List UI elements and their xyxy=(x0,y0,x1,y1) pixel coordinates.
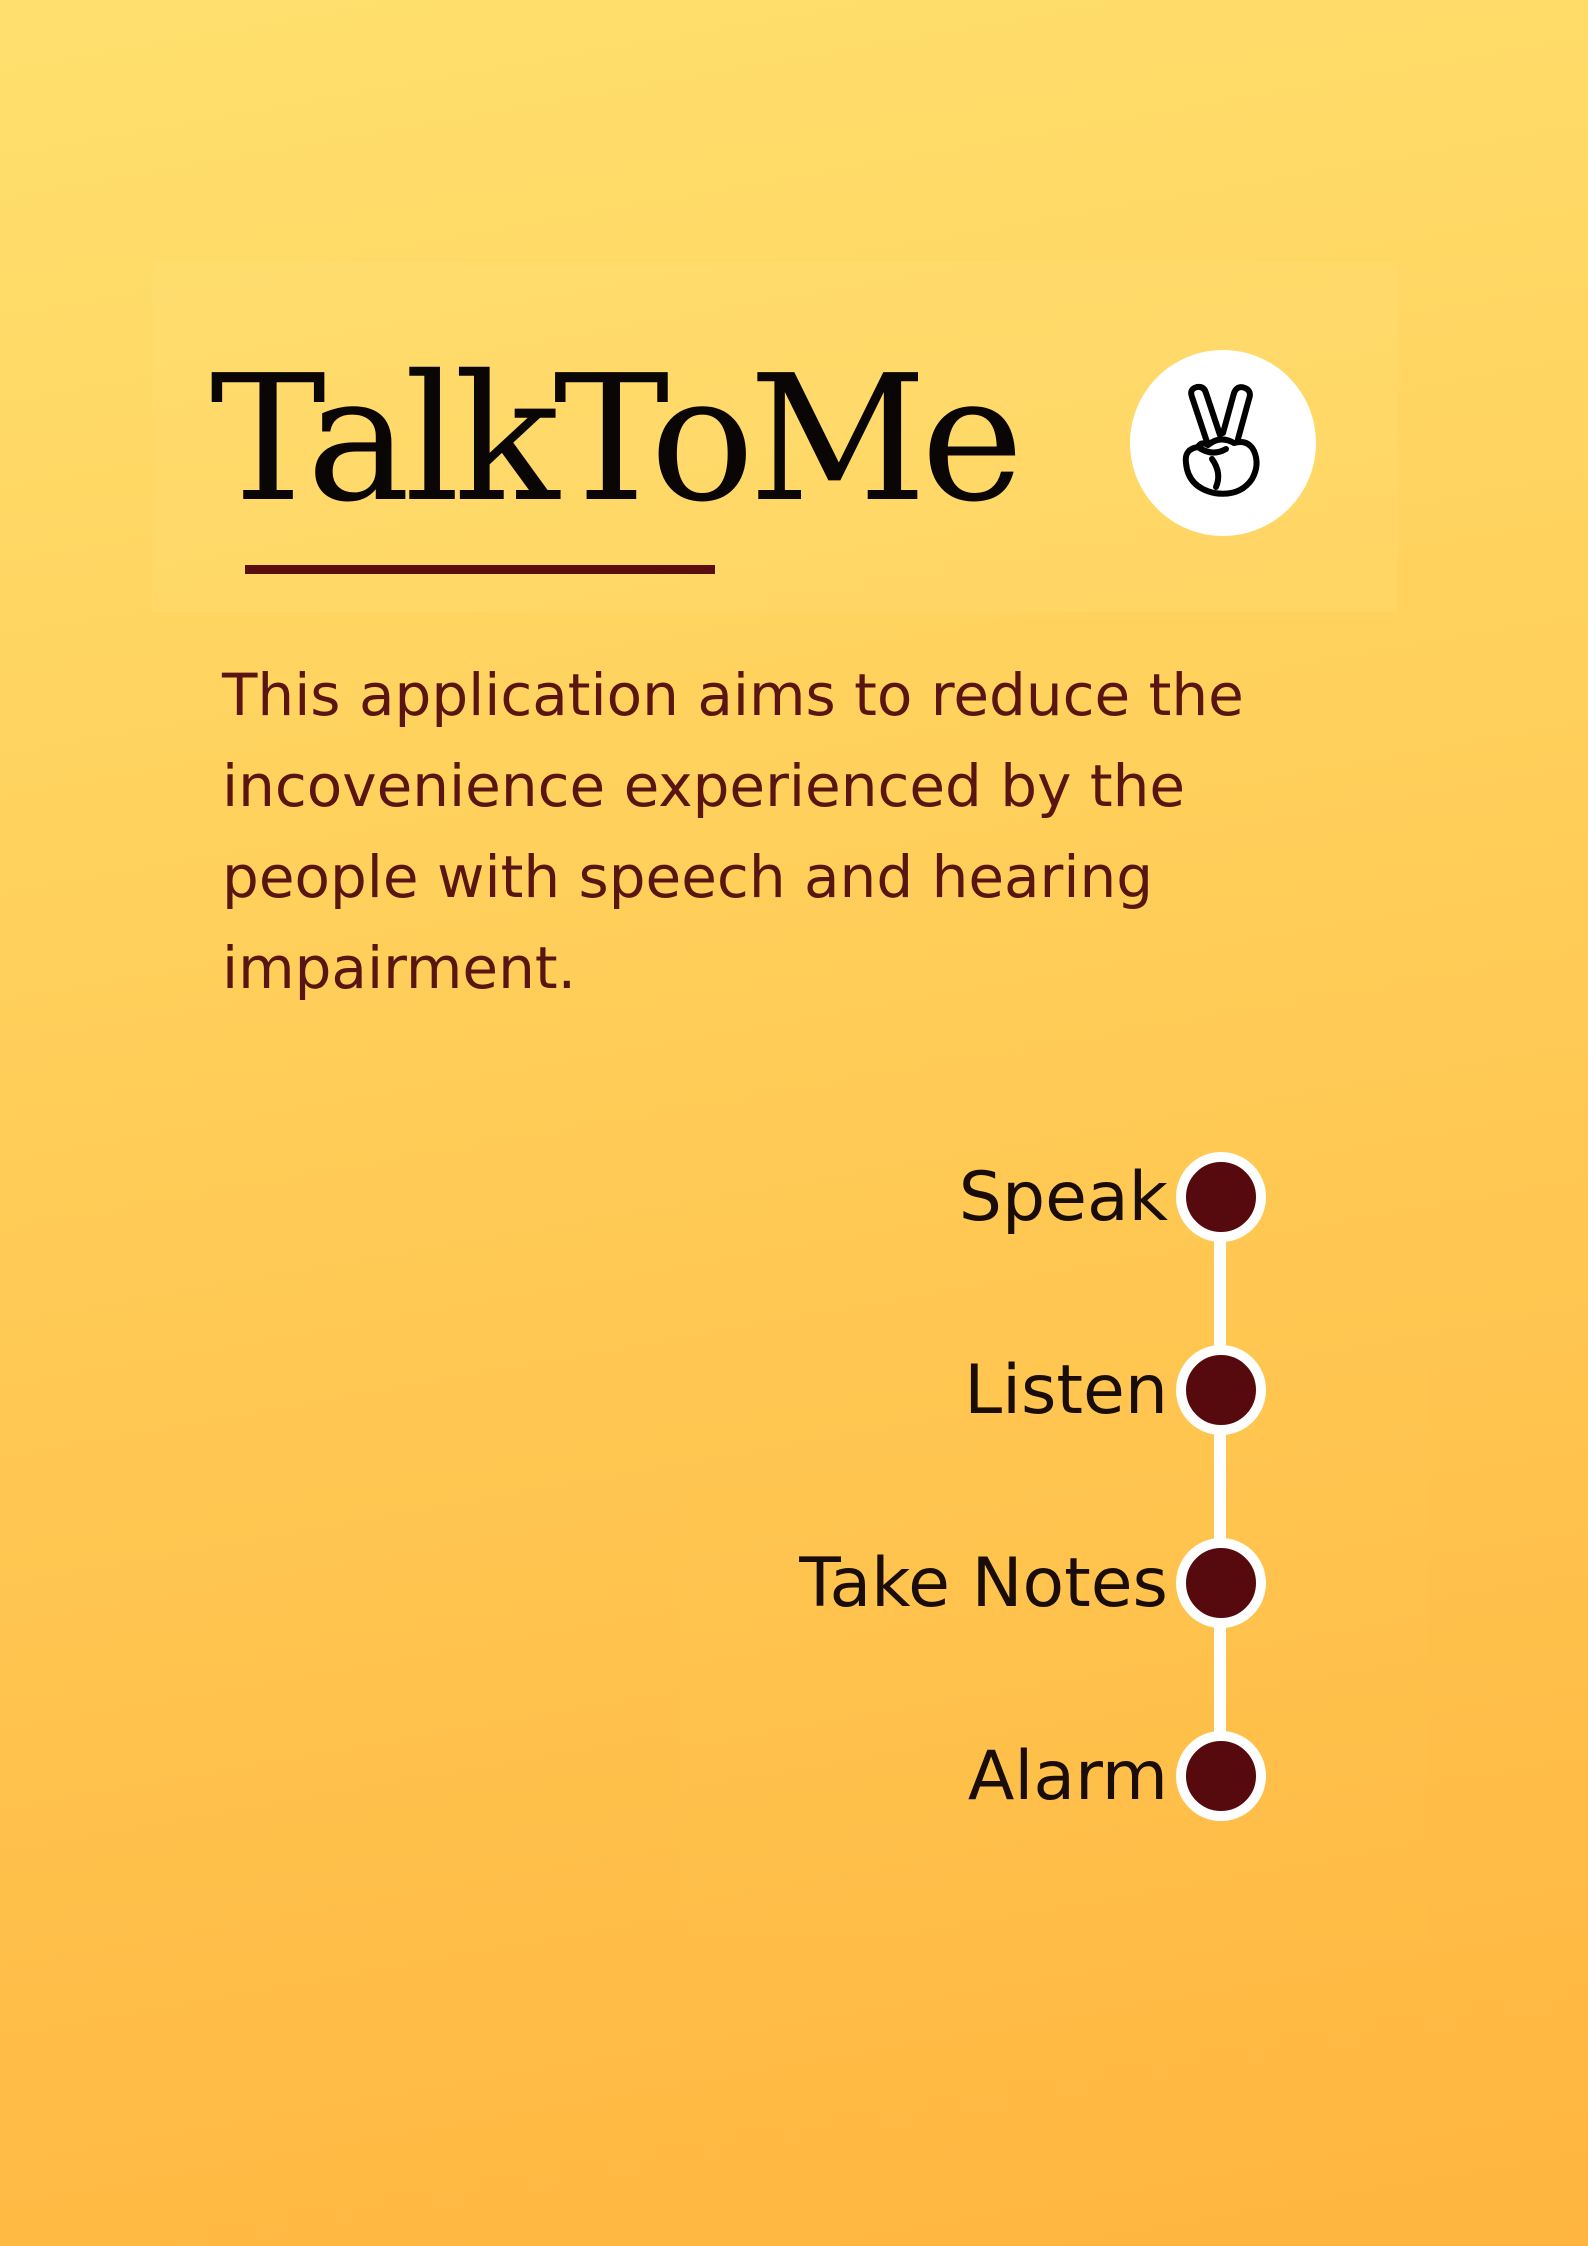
peace-hand-icon xyxy=(1182,383,1260,497)
features-panel xyxy=(680,1070,1428,1940)
app-logo xyxy=(1130,350,1316,536)
title-underline xyxy=(245,565,715,574)
feature-label: Alarm xyxy=(967,1737,1168,1816)
feature-dot-listen[interactable] xyxy=(1176,1345,1266,1435)
feature-label: Take Notes xyxy=(799,1544,1168,1623)
feature-dot-alarm[interactable] xyxy=(1176,1731,1266,1821)
feature-label: Speak xyxy=(958,1158,1168,1237)
feature-listen[interactable]: Listen xyxy=(700,1343,1280,1439)
feature-label: Listen xyxy=(964,1351,1168,1430)
timeline-connector xyxy=(1214,1196,1226,1776)
feature-dot-speak[interactable] xyxy=(1176,1152,1266,1242)
feature-timeline: Speak Listen Take Notes Alarm xyxy=(700,1150,1280,1830)
feature-take-notes[interactable]: Take Notes xyxy=(700,1536,1280,1632)
feature-speak[interactable]: Speak xyxy=(700,1150,1280,1246)
app-description: This application aims to reduce the inco… xyxy=(222,661,1244,1002)
app-title: TalkToMe xyxy=(210,338,1024,541)
feature-alarm[interactable]: Alarm xyxy=(700,1729,1280,1825)
feature-dot-take-notes[interactable] xyxy=(1176,1538,1266,1628)
